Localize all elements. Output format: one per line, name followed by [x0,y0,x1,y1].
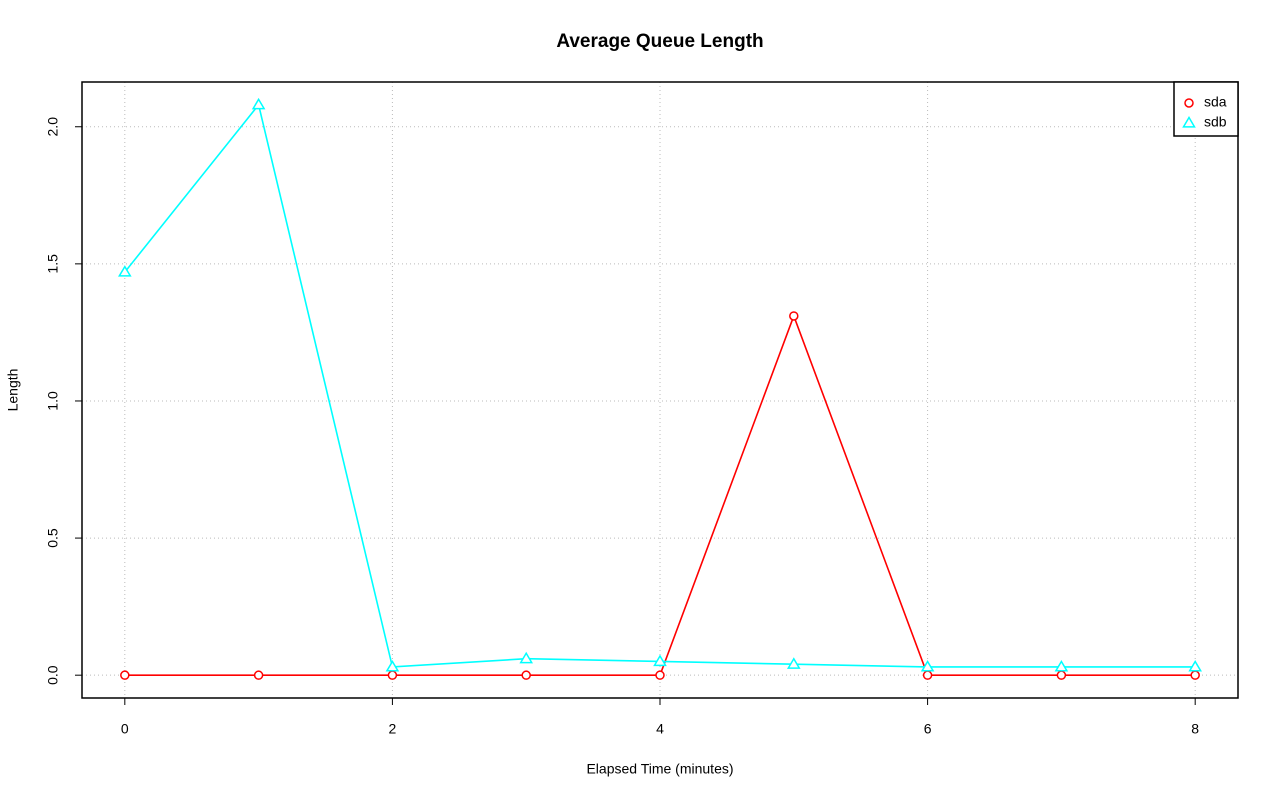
data-point [653,654,667,667]
x-tick-label: 0 [121,721,129,737]
data-point [519,651,534,664]
data-point [920,659,935,672]
data-point [118,265,132,277]
legend-label: sdb [1204,114,1227,130]
y-tick-label: 0.5 [45,528,61,548]
data-point [251,97,266,110]
y-tick-label: 2.0 [45,117,61,137]
series-line [124,313,1196,676]
plot-frame [81,81,1239,699]
data-point [1188,659,1202,672]
x-tick-label: 2 [389,721,397,737]
legend-marker [1184,98,1194,108]
x-tick-label: 6 [924,721,932,737]
y-tick-label: 1.5 [45,254,61,274]
chart-title: Average Queue Length [556,31,763,52]
data-point [387,670,398,680]
data-point [521,670,531,680]
data-point [1054,659,1069,672]
x-tick-label: 4 [656,721,664,737]
y-axis-label: Length [5,369,21,412]
y-tick-label: 1.0 [45,391,61,411]
legend-marker [1182,116,1196,128]
data-point [1056,670,1067,680]
data-point [253,670,264,680]
data-point [922,670,933,680]
data-point [655,670,665,680]
legend-label: sda [1204,94,1227,110]
x-tick-label: 8 [1191,721,1199,737]
y-tick-label: 0.0 [45,665,61,685]
data-point [786,657,801,669]
data-point [120,670,130,680]
data-point [789,311,799,321]
x-axis-label: Elapsed Time (minutes) [586,761,733,777]
data-point [385,659,400,672]
data-point [1190,670,1200,680]
